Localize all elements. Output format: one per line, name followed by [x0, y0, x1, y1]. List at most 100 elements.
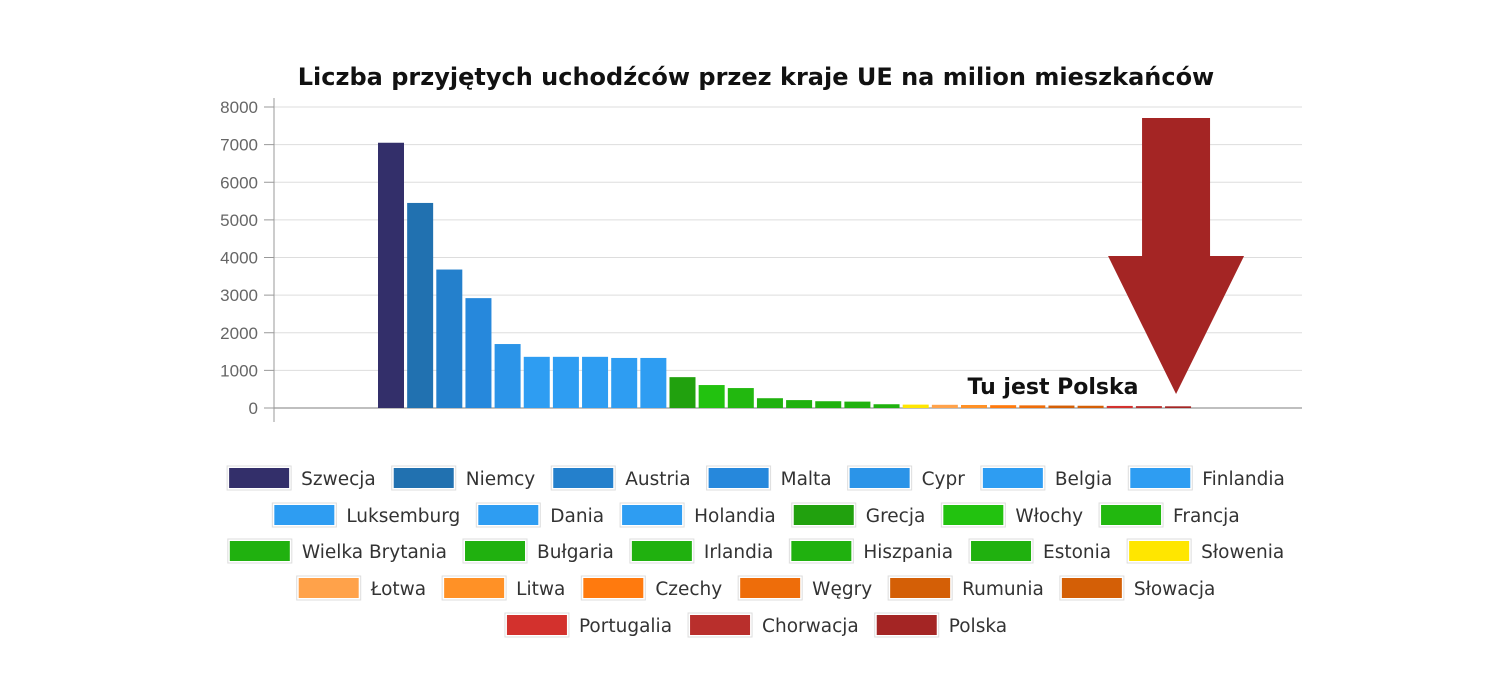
y-tick-label: 7000	[220, 136, 258, 155]
bar-27	[1165, 406, 1192, 408]
legend-swatch	[849, 468, 910, 488]
y-tick-label: 8000	[220, 98, 258, 117]
legend-label: Grecja	[866, 506, 926, 527]
legend-item: Holandia	[619, 502, 776, 528]
legend-item: Łotwa	[296, 575, 426, 601]
bar-23	[1048, 405, 1075, 408]
legend-swatch	[478, 505, 539, 525]
legend-swatch	[890, 578, 951, 598]
bar-9	[640, 357, 667, 408]
legend-label: Malta	[781, 469, 832, 490]
y-tick-label: 3000	[220, 286, 258, 305]
legend-swatch	[506, 615, 567, 635]
legend-item: Szwecja	[226, 465, 376, 491]
legend-swatch	[1129, 541, 1190, 561]
bar-19	[931, 404, 958, 408]
legend-label: Finlandia	[1202, 469, 1285, 490]
legend-item: Luksemburg	[271, 502, 460, 528]
legend-label: Niemcy	[466, 469, 536, 490]
legend-label: Włochy	[1015, 506, 1083, 527]
bar-1	[407, 202, 434, 408]
legend-label: Cypr	[922, 469, 966, 490]
legend-swatch	[393, 468, 454, 488]
legend-swatch	[708, 468, 769, 488]
legend-label: Estonia	[1043, 542, 1111, 563]
bar-26	[1135, 406, 1162, 408]
y-tick-label: 0	[249, 399, 258, 418]
legend-label: Hiszpania	[863, 542, 953, 563]
legend-label: Litwa	[516, 579, 565, 600]
bar-21	[990, 405, 1017, 408]
legend-label: Słowenia	[1201, 542, 1284, 563]
legend-item: Rumunia	[887, 575, 1044, 601]
legend-item: Grecja	[791, 502, 926, 528]
legend-label: Łotwa	[370, 579, 426, 600]
bar-12	[727, 388, 754, 408]
legend-label: Portugalia	[579, 616, 672, 637]
annotation: Tu jest Polska	[968, 118, 1245, 400]
legend-label: Dania	[550, 506, 604, 527]
legend-swatch	[876, 615, 937, 635]
bar-0	[378, 142, 404, 408]
legend: Szwecja Niemcy Austria Malta Cypr Belgia Finla…	[226, 465, 1285, 638]
y-tick-label: 1000	[220, 361, 258, 380]
legend-label: Węgry	[812, 579, 872, 600]
legend-item: Hiszpania	[788, 538, 953, 564]
legend-swatch	[1101, 505, 1162, 525]
legend-label: Słowacja	[1134, 579, 1215, 600]
bars	[378, 142, 1192, 408]
legend-item: Finlandia	[1127, 465, 1285, 491]
legend-swatch	[791, 541, 852, 561]
chart-title: Liczba przyjętych uchodźców przez kraje …	[298, 63, 1214, 91]
legend-item: Węgry	[737, 575, 872, 601]
bar-10	[669, 377, 696, 408]
legend-label: Czechy	[655, 579, 722, 600]
legend-swatch	[274, 505, 335, 525]
legend-item: Chorwacja	[687, 612, 859, 638]
y-tick-label: 5000	[220, 211, 258, 230]
y-tick-label: 2000	[220, 324, 258, 343]
legend-item: Irlandia	[629, 538, 773, 564]
legend-item: Portugalia	[504, 612, 672, 638]
legend-swatch	[229, 541, 290, 561]
bar-18	[902, 404, 929, 408]
legend-label: Bułgaria	[537, 542, 614, 563]
legend-swatch	[1130, 468, 1191, 488]
y-tick-label: 4000	[220, 249, 258, 268]
legend-label: Austria	[625, 469, 690, 490]
bar-3	[465, 298, 492, 408]
legend-item: Czechy	[580, 575, 722, 601]
legend-item: Włochy	[940, 502, 1083, 528]
bar-6	[552, 356, 579, 408]
legend-item: Dania	[475, 502, 604, 528]
legend-label: Rumunia	[962, 579, 1044, 600]
legend-label: Wielka Brytania	[302, 542, 447, 563]
legend-label: Belgia	[1055, 469, 1112, 490]
legend-item: Belgia	[980, 465, 1112, 491]
bar-16	[844, 401, 871, 408]
legend-item: Wielka Brytania	[227, 538, 447, 564]
legend-swatch	[465, 541, 526, 561]
legend-swatch	[690, 615, 751, 635]
legend-item: Litwa	[441, 575, 565, 601]
legend-swatch	[971, 541, 1032, 561]
bar-8	[611, 357, 638, 408]
legend-label: Luksemburg	[346, 506, 460, 527]
bar-7	[582, 356, 609, 408]
bar-5	[523, 356, 550, 408]
legend-swatch	[583, 578, 644, 598]
legend-item: Francja	[1098, 502, 1240, 528]
legend-item: Estonia	[968, 538, 1111, 564]
legend-swatch	[1061, 578, 1122, 598]
legend-label: Chorwacja	[762, 616, 859, 637]
legend-item: Austria	[550, 465, 691, 491]
bar-2	[436, 269, 463, 408]
legend-swatch	[229, 468, 290, 488]
y-tick-label: 6000	[220, 173, 258, 192]
legend-label: Francja	[1173, 506, 1240, 527]
legend-item: Bułgaria	[462, 538, 614, 564]
legend-item: Cypr	[847, 465, 966, 491]
legend-item: Słowenia	[1126, 538, 1284, 564]
